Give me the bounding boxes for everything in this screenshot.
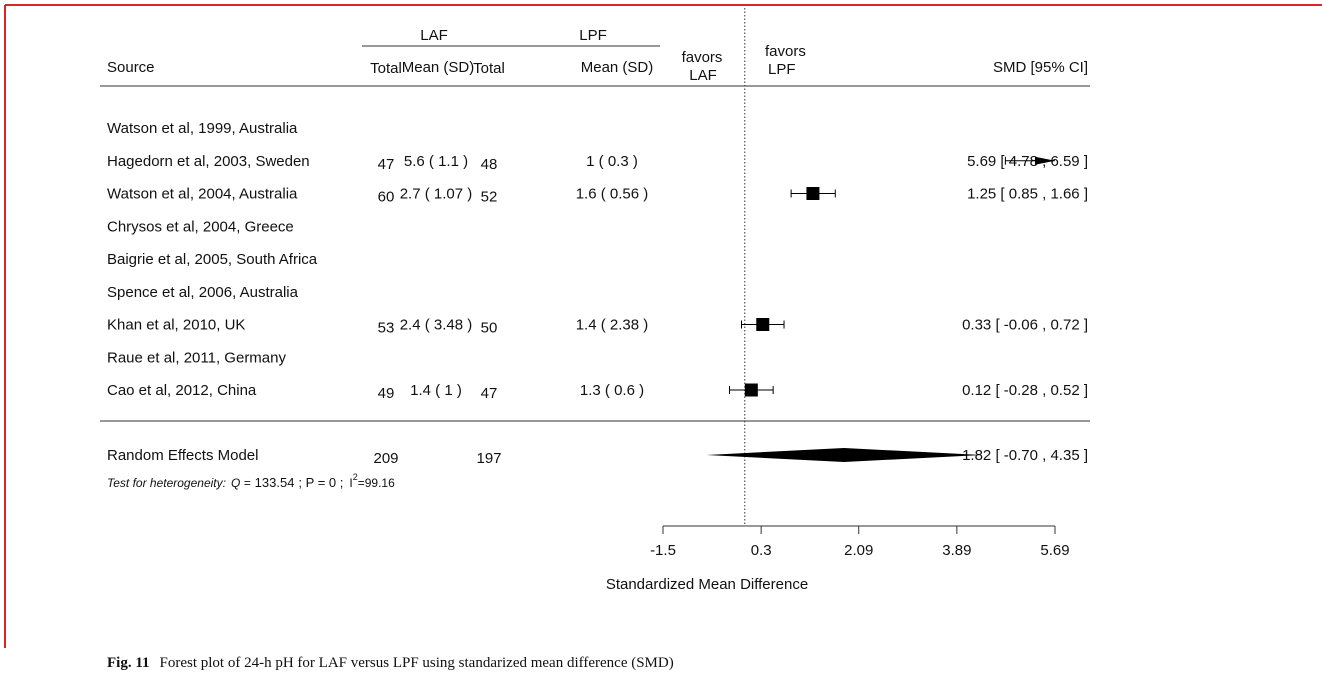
caption: Fig. 11 Forest plot of 24-h pH for LAF ve…: [107, 655, 674, 671]
header-lpf: LPF: [579, 27, 607, 44]
favors-right: favors: [765, 43, 806, 60]
lpf-mean: 1 ( 0.3 ): [586, 153, 638, 170]
header-laf: LAF: [420, 27, 448, 44]
het-sup: 2: [353, 472, 358, 482]
x-axis-title: Standardized Mean Difference: [606, 576, 808, 593]
laf-total: 49: [378, 385, 395, 402]
het-label: Test for heterogeneity:: [107, 476, 226, 490]
estimate-box: [744, 383, 758, 397]
laf-total: 60: [378, 189, 395, 206]
header-mean: Mean (SD): [581, 59, 654, 76]
heterogeneity: Test for heterogeneity: Q = 133.54; P = 0 …: [107, 472, 395, 490]
favors-left: favors: [682, 49, 723, 66]
study-name: Watson et al, 2004, Australia: [107, 186, 298, 203]
ci-label: 1.25 [ 0.85 , 1.66 ]: [967, 186, 1088, 203]
ci-label: 0.12 [ -0.28 , 0.52 ]: [962, 382, 1088, 399]
x-tick-label: 5.69: [1040, 542, 1069, 559]
het-p: ; P = 0 ;: [298, 475, 343, 490]
caption-text: Forest plot of 24-h pH for LAF versus LP…: [160, 655, 674, 671]
study-name: Chrysos et al, 2004, Greece: [107, 218, 294, 235]
ci-label: 0.33 [ -0.06 , 0.72 ]: [962, 317, 1088, 334]
header-total: Total: [473, 60, 505, 77]
lpf-total: 48: [481, 156, 498, 173]
lpf-total: 52: [481, 189, 498, 206]
header-total: Total: [370, 60, 402, 77]
laf-total: 53: [378, 320, 395, 337]
summary-lpf-total: 197: [476, 450, 501, 467]
x-tick-label: 0.3: [751, 542, 772, 559]
estimate-box: [756, 318, 770, 331]
summary-laf-total: 209: [373, 450, 398, 467]
study-name: Baigrie et al, 2005, South Africa: [107, 251, 318, 268]
het-i: I: [349, 476, 352, 490]
estimate-box: [806, 187, 820, 200]
laf-mean: 2.4 ( 3.48 ): [400, 317, 473, 334]
study-name: Khan et al, 2010, UK: [107, 317, 245, 334]
lpf-mean: 1.3 ( 0.6 ): [580, 382, 644, 399]
laf-mean: 5.6 ( 1.1 ): [404, 153, 468, 170]
summary-ci-label: 1.82 [ -0.70 , 4.35 ]: [962, 447, 1088, 464]
laf-total: 47: [378, 156, 395, 173]
header-mean: Mean (SD): [402, 59, 475, 76]
x-tick-label: 3.89: [942, 542, 971, 559]
study-name: Hagedorn et al, 2003, Sweden: [107, 153, 310, 170]
favors-right: LPF: [768, 61, 796, 78]
lpf-mean: 1.4 ( 2.38 ): [576, 317, 649, 334]
summary-name: Random Effects Model: [107, 447, 258, 464]
het-q: Q =: [231, 476, 251, 490]
laf-mean: 2.7 ( 1.07 ): [400, 186, 473, 203]
caption-label: Fig. 11: [107, 655, 150, 671]
study-name: Spence et al, 2006, Australia: [107, 284, 299, 301]
x-tick-label: 2.09: [844, 542, 873, 559]
study-name: Cao et al, 2012, China: [107, 382, 257, 399]
lpf-total: 47: [481, 385, 498, 402]
header-source: Source: [107, 59, 155, 76]
lpf-total: 50: [481, 320, 498, 337]
het-i2: =99.16: [358, 476, 395, 490]
x-tick-label: -1.5: [650, 542, 676, 559]
lpf-mean: 1.6 ( 0.56 ): [576, 186, 649, 203]
summary-diamond: [706, 448, 982, 462]
study-name: Watson et al, 1999, Australia: [107, 120, 298, 137]
header-estimate: SMD [95% CI]: [993, 59, 1088, 76]
favors-left: LAF: [689, 67, 717, 84]
laf-mean: 1.4 ( 1 ): [410, 382, 462, 399]
study-name: Raue et al, 2011, Germany: [107, 349, 286, 366]
het-q-value: 133.54: [255, 475, 295, 490]
estimate-arrow: [1035, 156, 1055, 165]
